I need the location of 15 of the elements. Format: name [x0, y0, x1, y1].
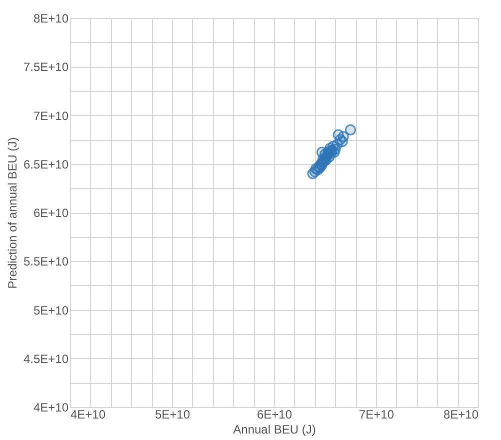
- y-axis-title: Prediction of annual BEU (J): [5, 137, 20, 289]
- x-tick-label: 8E+10: [443, 408, 479, 422]
- x-tick-label: 5E+10: [154, 408, 190, 422]
- x-tick-label: 4E+10: [70, 408, 106, 422]
- y-tick-label: 7E+10: [33, 108, 69, 123]
- y-tick-label: 5.5E+10: [23, 254, 69, 269]
- x-axis-title: Annual BEU (J): [233, 422, 316, 436]
- y-tick-label: 6E+10: [33, 206, 69, 220]
- x-tick-label: 6E+10: [256, 408, 292, 422]
- y-tick-label: 4.5E+10: [23, 352, 69, 366]
- y-tick-label: 6.5E+10: [23, 157, 69, 172]
- x-tick-label: 7E+10: [358, 408, 394, 422]
- y-tick-label: 7.5E+10: [23, 60, 69, 74]
- y-tick-label: 8E+10: [33, 12, 69, 26]
- y-tick-label: 5E+10: [33, 303, 69, 318]
